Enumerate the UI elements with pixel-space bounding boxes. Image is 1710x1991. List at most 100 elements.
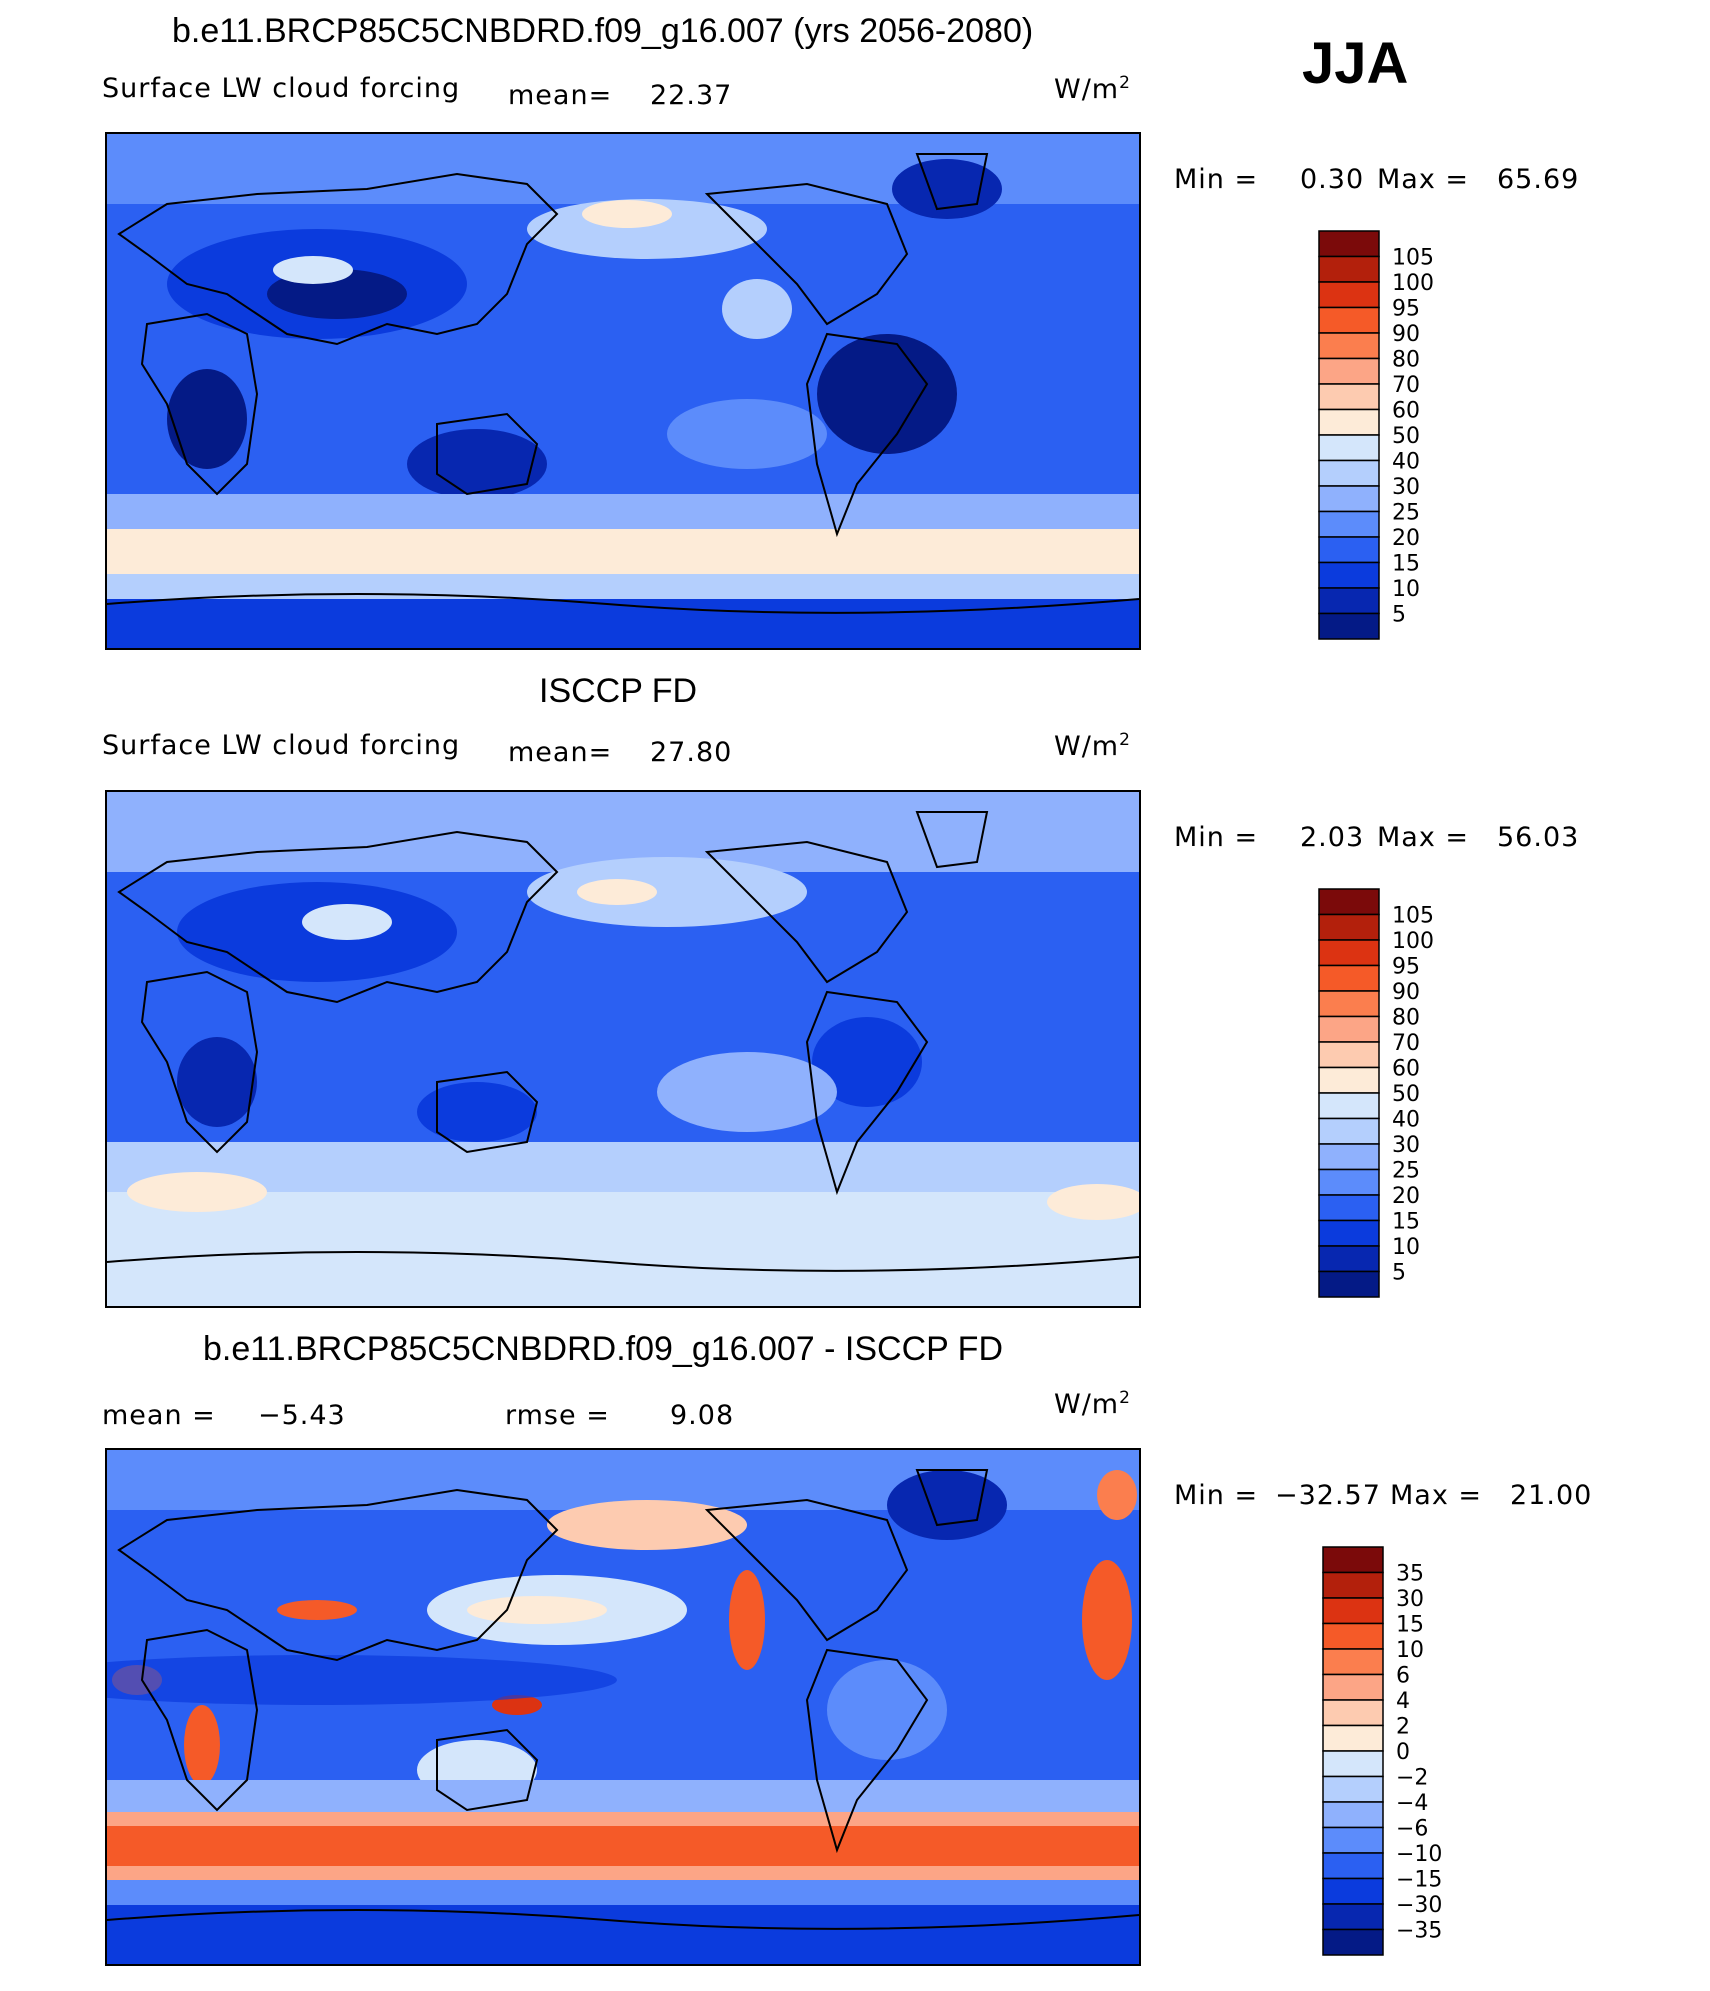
colorbar-level-label: 80: [1392, 1006, 1420, 1031]
panel3-coast-africa: [140, 1628, 259, 1812]
panel3-southern-light: [107, 1780, 1139, 1815]
colorbar-level-label: 105: [1392, 904, 1434, 929]
panel1-colorbar: 105 100 95 90 80 70 60 50 40 30 25 20 15 10 5: [1318, 230, 1518, 642]
colorbar-level-label: 70: [1392, 373, 1420, 398]
colorbar-swatch: [1322, 1750, 1384, 1778]
panel3-mean-value: −5.43: [258, 1400, 346, 1431]
colorbar-level-label: 6: [1396, 1664, 1410, 1689]
panel1-coast-eurasia: [117, 172, 559, 346]
panel3-colorbar: 35 30 15 10 6 4 2 0 −2 −4 −6 −10 −15 −30 −35: [1322, 1546, 1522, 1958]
season-label: JJA: [1302, 31, 1409, 96]
colorbar-level-label: 70: [1392, 1031, 1420, 1056]
panel3-max-label: Max =: [1390, 1480, 1483, 1511]
colorbar-level-label: 30: [1392, 1133, 1420, 1158]
panel2-mean-value: 27.80: [650, 737, 733, 768]
colorbar-swatch: [1318, 1245, 1380, 1273]
colorbar-level-label: 2: [1396, 1715, 1410, 1740]
panel3-min-label: Min =: [1174, 1480, 1259, 1511]
panel1-antarctic-dark: [107, 599, 1139, 648]
colorbar-swatch: [1318, 332, 1380, 360]
panel3-max-value: 21.00: [1510, 1480, 1593, 1511]
colorbar-level-label: −30: [1396, 1893, 1442, 1918]
colorbar-swatch: [1318, 939, 1380, 967]
colorbar-swatch: [1318, 587, 1380, 615]
colorbar-level-label: 5: [1392, 1261, 1406, 1286]
panel2-max-label: Max =: [1377, 822, 1470, 853]
colorbar-swatch: [1322, 1546, 1384, 1574]
panel1-africa-dark: [167, 369, 247, 469]
panel3-min-value: −32.57: [1275, 1480, 1381, 1511]
colorbar-swatch: [1322, 1699, 1384, 1727]
panel1-title: b.e11.BRCP85C5CNBDRD.f09_g16.007 (yrs 20…: [172, 12, 1034, 50]
panel1-coast-antarctica: [107, 593, 1139, 614]
panel3-coast-namerica: [704, 1498, 909, 1642]
panel2-southern-cream-east: [1047, 1184, 1139, 1220]
panel3-antarctic-dark: [107, 1905, 1139, 1964]
panel2-australia-dark: [417, 1082, 537, 1142]
colorbar-swatch: [1318, 1168, 1380, 1196]
panel2-coast-greenland: [915, 811, 989, 869]
colorbar-swatch: [1322, 1928, 1384, 1956]
colorbar-swatch: [1318, 255, 1380, 283]
panel2-southern-pale: [107, 1192, 1139, 1306]
colorbar-level-label: 5: [1392, 603, 1406, 628]
colorbar-level-label: 90: [1392, 980, 1420, 1005]
colorbar-level-label: 50: [1392, 424, 1420, 449]
panel3-arctic-red: [1097, 1470, 1137, 1520]
colorbar-level-label: −4: [1396, 1791, 1428, 1816]
panel1-mean-label: mean=: [508, 80, 613, 111]
colorbar-level-label: 25: [1392, 1159, 1420, 1184]
colorbar-swatch: [1318, 1066, 1380, 1094]
panel3-newguinea-red: [492, 1695, 542, 1715]
panel2-units: W/m2: [1054, 730, 1131, 762]
colorbar-swatch: [1318, 888, 1380, 916]
colorbar-level-label: 10: [1392, 577, 1420, 602]
colorbar-swatch: [1318, 1117, 1380, 1145]
panel3-coast-antarctica: [107, 1909, 1139, 1930]
colorbar-swatch: [1318, 1041, 1380, 1069]
panel2-arctic-band: [107, 792, 1139, 872]
panel1-units: W/m2: [1054, 73, 1131, 105]
panel3-rmse-value: 9.08: [670, 1400, 735, 1431]
panel3-itcz-dark: [107, 1655, 617, 1705]
colorbar-swatch: [1318, 913, 1380, 941]
colorbar-level-label: 100: [1392, 929, 1434, 954]
colorbar-swatch: [1318, 306, 1380, 334]
panel3-southern-orange: [107, 1812, 1139, 1826]
colorbar-swatch: [1322, 1673, 1384, 1701]
colorbar-level-label: 15: [1392, 552, 1420, 577]
panel1-se-pacific: [667, 399, 827, 469]
panel2-coast-antarctica: [107, 1251, 1139, 1272]
colorbar-swatch: [1318, 434, 1380, 462]
panel2-coast-samerica: [805, 990, 929, 1196]
colorbar-level-label: 60: [1392, 1057, 1420, 1082]
colorbar-level-label: 20: [1392, 526, 1420, 551]
panel1-map: [105, 132, 1141, 650]
colorbar-swatch: [1322, 1826, 1384, 1854]
panel2-amazon-dark: [812, 1017, 922, 1107]
colorbar-swatch: [1322, 1877, 1384, 1905]
panel1-southern-light: [107, 494, 1139, 534]
panel3-mean-label: mean =: [102, 1400, 216, 1431]
colorbar-swatch: [1318, 1092, 1380, 1120]
panel1-tibet-light: [273, 256, 353, 284]
colorbar-level-label: 40: [1392, 1108, 1420, 1133]
colorbar-level-label: 40: [1392, 450, 1420, 475]
colorbar-level-label: 95: [1392, 297, 1420, 322]
colorbar-level-label: 90: [1392, 322, 1420, 347]
panel2-min-label: Min =: [1174, 822, 1259, 853]
panel1-greenland-dark: [892, 159, 1002, 219]
colorbar-level-label: −15: [1396, 1868, 1442, 1893]
colorbar-swatch: [1318, 1143, 1380, 1171]
colorbar-level-label: 4: [1396, 1689, 1410, 1714]
colorbar-swatch: [1322, 1622, 1384, 1650]
colorbar-swatch: [1322, 1648, 1384, 1676]
panel1-coast-namerica: [704, 182, 909, 326]
colorbar-swatch: [1318, 990, 1380, 1018]
panel2-min-value: 2.03: [1300, 822, 1365, 853]
panel1-ca-stratus: [722, 279, 792, 339]
panel2-africa-dark: [177, 1037, 257, 1127]
